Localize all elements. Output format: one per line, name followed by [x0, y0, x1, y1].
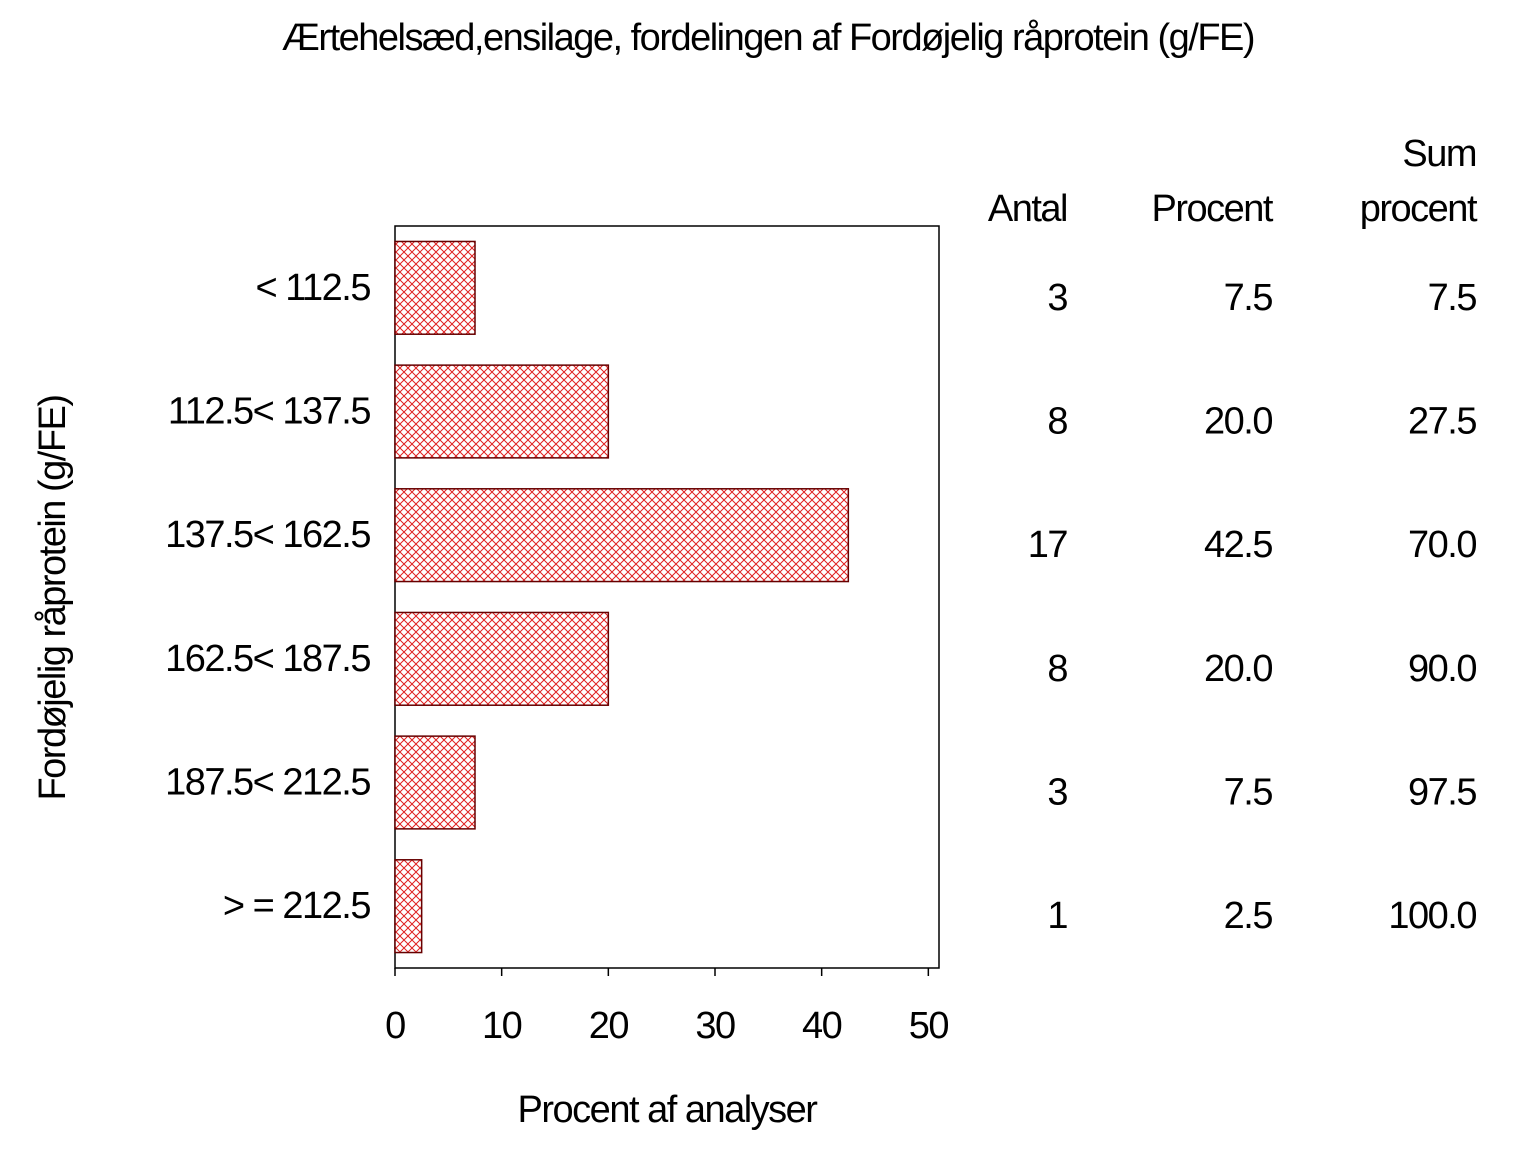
- bar: [394, 611, 610, 706]
- y-tick-label: 137.5< 162.5: [165, 514, 370, 556]
- count-cell: 8: [1047, 401, 1067, 443]
- cumulative-cell: 27.5: [1408, 401, 1476, 443]
- cumulative-cell: 90.0: [1408, 648, 1476, 690]
- bar: [394, 488, 850, 583]
- percent-cell: 20.0: [1204, 648, 1272, 690]
- bar: [394, 364, 610, 459]
- plot-frame: [394, 225, 940, 969]
- x-tick-label: 10: [482, 1005, 522, 1047]
- count-cell: 8: [1047, 648, 1067, 690]
- bar: [394, 240, 476, 335]
- cumulative-cell: 7.5: [1428, 277, 1477, 319]
- count-cell: 3: [1047, 772, 1067, 814]
- percent-cell: 2.5: [1224, 895, 1273, 937]
- table-header: Sum: [1402, 133, 1476, 175]
- percent-cell: 7.5: [1224, 772, 1273, 814]
- percent-cell: 42.5: [1204, 524, 1272, 566]
- y-tick-label: < 112.5: [255, 267, 370, 309]
- y-tick-label: 162.5< 187.5: [165, 638, 370, 680]
- x-tick-label: 20: [589, 1005, 629, 1047]
- x-tick-label: 50: [909, 1005, 949, 1047]
- count-cell: 17: [1028, 524, 1068, 566]
- cumulative-cell: 70.0: [1408, 524, 1476, 566]
- chart-title: Ærtehelsæd,ensilage, fordelingen af Ford…: [282, 17, 1254, 59]
- cumulative-cell: 97.5: [1408, 772, 1476, 814]
- y-axis-label: Fordøjelig råprotein (g/FE): [32, 395, 74, 800]
- x-tick-label: 0: [385, 1005, 405, 1047]
- table-header: Procent: [1152, 188, 1274, 230]
- table-header: Antal: [988, 188, 1067, 230]
- x-tick-label: 40: [802, 1005, 842, 1047]
- table-header: procent: [1360, 188, 1478, 230]
- x-tick-label: 30: [695, 1005, 735, 1047]
- y-tick-label: > = 212.5: [223, 885, 370, 927]
- percent-cell: 7.5: [1224, 277, 1273, 319]
- bar: [394, 859, 423, 954]
- percent-cell: 20.0: [1204, 401, 1272, 443]
- y-tick-label: 112.5< 137.5: [168, 391, 370, 433]
- count-cell: 1: [1047, 895, 1067, 937]
- y-tick-label: 187.5< 212.5: [165, 762, 370, 804]
- cumulative-cell: 100.0: [1388, 895, 1476, 937]
- bar: [394, 735, 476, 830]
- count-cell: 3: [1047, 277, 1067, 319]
- x-axis-label: Procent af analyser: [518, 1089, 819, 1131]
